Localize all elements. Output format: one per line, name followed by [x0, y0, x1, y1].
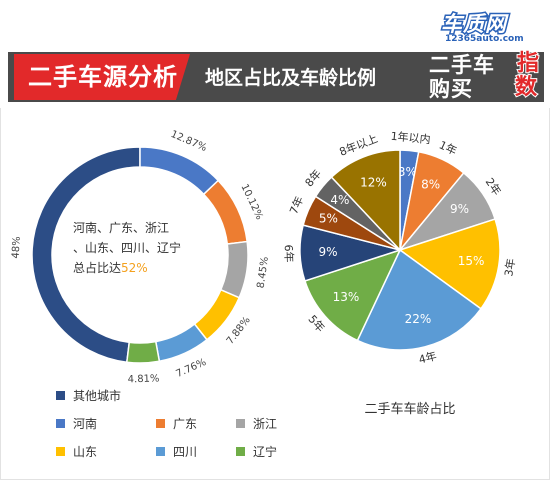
legend-swatch: [56, 391, 65, 400]
legend-item-1-2: 浙江: [236, 416, 277, 432]
age-value-label-5: 13%: [333, 290, 360, 304]
logo-red-char-1: 指: [516, 51, 540, 77]
age-category-label-1: 1年: [437, 138, 459, 158]
donut-slice-1: [139, 146, 220, 196]
age-value-label-6: 9%: [319, 245, 338, 259]
age-value-label-3: 15%: [458, 254, 485, 268]
age-slice-5: [303, 248, 402, 342]
logo-url: 12365auto.com: [445, 34, 524, 44]
legend-swatch: [156, 447, 165, 456]
legend-swatch: [236, 447, 245, 456]
header-red-tab: [14, 54, 190, 100]
legend-label: 辽宁: [253, 445, 278, 459]
legend-item-1-1: 广东: [156, 416, 197, 432]
donut-label-4: 7.88%: [225, 315, 253, 347]
donut-label-6: 4.81%: [128, 373, 160, 385]
donut-slice-6: [125, 340, 161, 364]
logo-line-1: 二手车: [429, 53, 495, 77]
legend-label: 四川: [173, 445, 198, 459]
age-value-label-9: 12%: [360, 176, 387, 190]
age-value-label-7: 5%: [319, 212, 338, 226]
page-title: 二手车源分析: [28, 63, 178, 91]
legend-label: 广东: [173, 417, 198, 431]
donut-chart: 48% 12.87% 10.12% 8.45% 7.88% 7.76% 4.81% 河南、广东…: [11, 129, 271, 385]
donut-slice-3: [219, 240, 249, 299]
age-category-label-3: 3年: [501, 257, 518, 277]
donut-annotation-line-1: 河南、广东、浙江: [73, 220, 169, 235]
age-value-label-0: 3%: [398, 165, 417, 179]
age-value-label-4: 22%: [405, 312, 432, 326]
age-category-label-4: 4年: [417, 348, 438, 366]
age-value-label-8: 4%: [330, 193, 349, 207]
age-category-label-2: 2年: [483, 175, 505, 198]
legend-label: 浙江: [253, 417, 278, 431]
legend-label: 河南: [73, 417, 98, 431]
legend-item-2-0: 山东: [56, 444, 97, 460]
legend-label: 其他城市: [73, 389, 122, 403]
age-pie-title: 二手车车龄占比: [364, 402, 456, 417]
page-subtitle: 地区占比及车龄比例: [205, 67, 377, 89]
legend-item-2-2: 辽宁: [236, 444, 277, 460]
legend-item-2-1: 四川: [156, 444, 197, 460]
age-slice-9: [330, 149, 401, 252]
donut-label-0: 48%: [11, 236, 23, 259]
logo: 车质网 12365auto.com 二手车 购买 指 数: [405, 0, 545, 104]
age-category-label-8: 8年: [302, 167, 324, 190]
donut-label-3: 8.45%: [256, 256, 271, 289]
age-category-label-0: 1年以内: [390, 129, 431, 147]
logo-brand: 车质网: [440, 11, 508, 38]
legend-swatch: [236, 419, 245, 428]
legend-swatch: [56, 419, 65, 428]
legend-item-1-0: 河南: [56, 416, 97, 432]
legend-swatch: [56, 447, 65, 456]
logo-red-char-2: 数: [514, 75, 538, 101]
age-category-label-7: 7年: [286, 194, 306, 216]
age-value-label-1: 8%: [421, 177, 440, 191]
age-slice-3: [398, 218, 501, 310]
donut-label-5: 7.76%: [175, 357, 208, 380]
donut-annotation-line-2: 、山东、四川、辽宁: [73, 240, 181, 255]
legend-label: 山东: [73, 445, 98, 459]
donut-annotation-value: 52%: [121, 261, 148, 275]
logo-badge: 二手车 购买 指 数: [429, 51, 549, 102]
donut-slice-5: [154, 323, 208, 363]
age-value-label-2: 9%: [450, 202, 469, 216]
donut-annotation-line-3: 总占比达52%: [73, 260, 148, 275]
donut-label-1: 12.87%: [169, 129, 208, 154]
age-category-label-6: 6年: [282, 244, 297, 262]
donut-label-2: 10.12%: [238, 182, 264, 221]
logo-line-2: 购买: [429, 77, 473, 101]
header: 二手车源分析 地区占比及车龄比例 车质网 12365auto.com 二手车 购…: [0, 0, 550, 108]
legend-item-0-0: 其他城市: [56, 388, 121, 404]
legend-swatch: [156, 419, 165, 428]
